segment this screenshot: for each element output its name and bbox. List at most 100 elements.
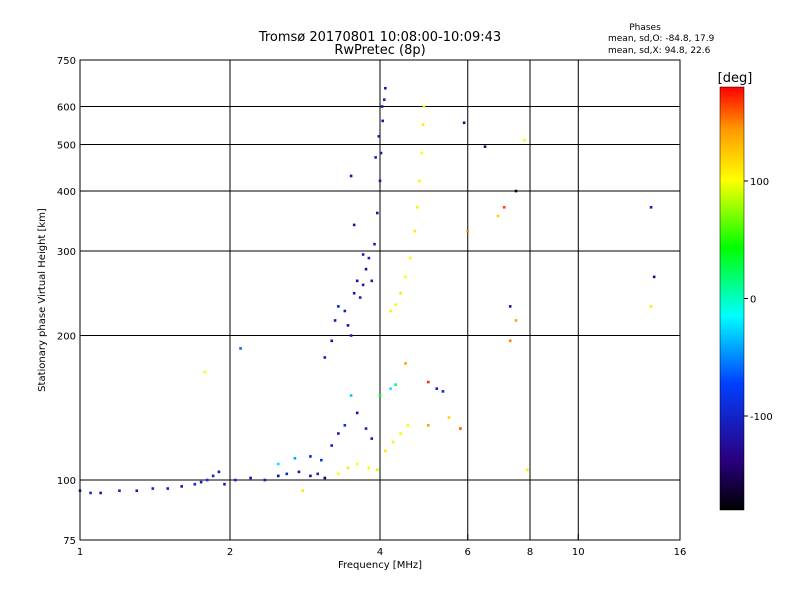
data-point xyxy=(333,319,337,322)
data-point xyxy=(276,462,280,466)
data-point xyxy=(374,156,377,159)
y-tick-label: 750 xyxy=(57,56,76,67)
data-point xyxy=(352,291,356,295)
y-tick-label: 500 xyxy=(57,141,76,152)
data-point xyxy=(301,489,305,493)
data-point xyxy=(309,455,312,458)
data-point xyxy=(320,458,323,462)
data-point xyxy=(263,478,267,482)
data-point xyxy=(199,480,203,484)
y-tick-label: 300 xyxy=(57,247,76,258)
data-point xyxy=(373,242,376,246)
data-point xyxy=(337,432,340,435)
data-point xyxy=(249,476,252,480)
y-tick-label: 75 xyxy=(63,536,76,547)
data-point xyxy=(514,189,518,193)
data-point xyxy=(343,309,347,313)
data-point xyxy=(309,474,312,478)
data-points xyxy=(78,86,656,495)
data-point xyxy=(364,267,368,271)
data-point xyxy=(349,174,353,178)
data-point xyxy=(426,424,430,427)
phases-x-stat: mean, sd,X: 94.8, 22.6 xyxy=(608,46,711,56)
phases-heading: Phases xyxy=(629,23,661,33)
data-point xyxy=(234,478,237,482)
data-point xyxy=(649,205,653,209)
data-point xyxy=(89,491,92,495)
phase-series-1 xyxy=(78,86,656,495)
data-point xyxy=(349,394,353,397)
y-tick-label: 100 xyxy=(57,476,76,487)
data-point xyxy=(99,491,102,495)
data-point xyxy=(355,279,359,283)
data-point xyxy=(384,449,387,453)
chart-title: Tromsø 20170801 10:08:00-10:09:43 xyxy=(258,30,501,45)
data-point xyxy=(217,470,221,474)
x-tick-label: 4 xyxy=(377,547,383,558)
y-tick-label: 600 xyxy=(57,103,76,114)
colorbar xyxy=(719,86,745,511)
data-point xyxy=(389,387,392,390)
data-point xyxy=(352,223,356,227)
data-point xyxy=(447,416,451,419)
data-point xyxy=(408,256,412,260)
data-point xyxy=(523,139,526,142)
data-point xyxy=(420,151,423,155)
data-point xyxy=(649,305,653,308)
x-tick-label: 2 xyxy=(227,547,233,558)
data-point xyxy=(502,205,506,209)
data-point xyxy=(337,305,340,308)
x-tick-label: 6 xyxy=(465,547,471,558)
data-point xyxy=(180,485,184,488)
data-point xyxy=(364,427,368,430)
data-point xyxy=(211,474,215,478)
data-point xyxy=(375,468,379,472)
data-point xyxy=(389,309,392,313)
data-point xyxy=(508,339,512,343)
data-point xyxy=(370,437,374,440)
data-point xyxy=(355,411,359,415)
colorbar-tick-label: 0 xyxy=(750,295,756,306)
data-point xyxy=(361,253,365,256)
data-point xyxy=(508,305,512,308)
data-point xyxy=(337,472,340,476)
grid-lines xyxy=(80,60,680,540)
data-point xyxy=(384,86,387,90)
data-point xyxy=(349,334,353,337)
data-point xyxy=(391,440,395,444)
data-point xyxy=(514,319,518,322)
y-tick-label: 200 xyxy=(57,332,76,343)
colorbar-tick-label: 100 xyxy=(750,177,769,188)
x-tick-label: 8 xyxy=(527,547,533,558)
data-point xyxy=(297,470,301,474)
x-tick-label: 10 xyxy=(572,547,585,558)
data-point xyxy=(323,356,327,359)
data-point xyxy=(404,362,407,365)
data-point xyxy=(355,462,359,466)
data-point xyxy=(223,482,226,486)
colorbar-label: [deg] xyxy=(718,71,753,86)
phase-series-2 xyxy=(203,105,653,493)
data-point xyxy=(421,123,425,126)
data-point xyxy=(316,472,320,476)
y-tick-label: 400 xyxy=(57,187,76,198)
x-axis: 1 2 4 6 8 10 16 xyxy=(77,534,686,558)
data-point xyxy=(379,151,383,155)
data-point xyxy=(381,119,384,123)
data-point xyxy=(135,489,139,493)
data-point xyxy=(404,275,407,279)
data-point xyxy=(435,387,439,390)
data-point xyxy=(346,466,350,470)
data-point xyxy=(343,424,347,427)
data-point xyxy=(166,487,170,490)
colorbar-ticks: 100 0 -100 xyxy=(744,177,773,423)
data-point xyxy=(380,105,384,108)
data-point xyxy=(203,370,207,374)
data-point xyxy=(378,394,382,397)
data-point xyxy=(330,339,334,343)
data-point xyxy=(441,390,445,393)
data-point xyxy=(323,476,327,480)
data-point xyxy=(285,472,289,476)
colorbar-tick-label: -100 xyxy=(750,412,773,423)
